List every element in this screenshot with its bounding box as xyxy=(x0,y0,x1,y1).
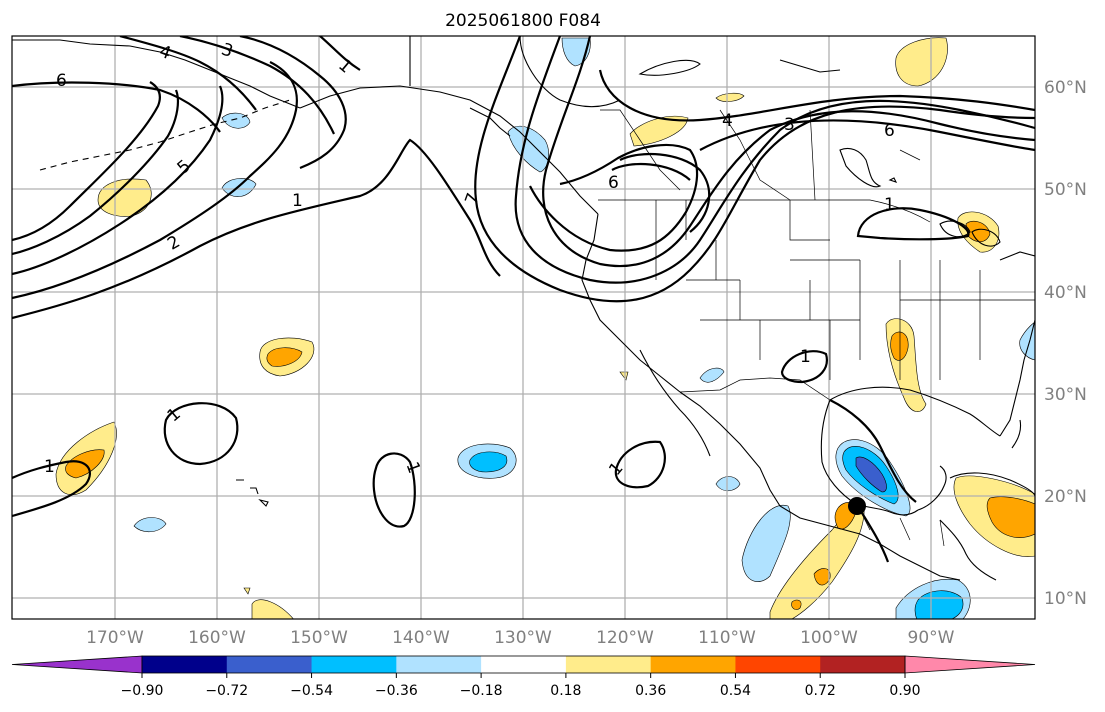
lat-label: 60°N xyxy=(1044,78,1087,98)
coastlines xyxy=(12,36,1035,581)
map-frame xyxy=(11,35,1036,620)
lon-label: 120°W xyxy=(596,628,654,648)
graticule xyxy=(12,36,1035,619)
colorbar-extend-high xyxy=(904,655,1036,674)
lat-label: 50°N xyxy=(1044,180,1087,200)
anomaly-pos2-mexico-b xyxy=(813,568,831,586)
colorbar: −0.90 −0.72 −0.54 −0.36 −0.18 0.18 0.36 0.54 0.7… xyxy=(11,655,1036,699)
contour-label: 4 xyxy=(722,111,733,131)
anomaly-pos-hudson xyxy=(895,37,948,87)
anomaly-pos-tiny-a xyxy=(619,371,629,381)
lon-label: 140°W xyxy=(392,628,450,648)
colorbar-tick-label: −0.90 xyxy=(121,683,164,699)
anomaly-pos-canada-small xyxy=(715,92,745,102)
contour-label: 1 xyxy=(884,195,895,215)
contour-closed-pacific-a xyxy=(163,402,239,466)
colorbar-segment xyxy=(650,656,736,673)
contour-label: 6 xyxy=(884,121,895,141)
lon-label: 170°W xyxy=(86,628,144,648)
anomaly-pos2-caribbean xyxy=(986,496,1035,538)
lon-label: 130°W xyxy=(494,628,552,648)
colorbar-segment xyxy=(396,656,482,673)
map-panel: 6 4 3 1 5 2 1 7 6 4 3 6 1 1 1 1 1 1 xyxy=(12,36,1035,619)
anomaly-neg-hawaii-west xyxy=(133,517,167,533)
anomaly-neg2-central-pac xyxy=(469,451,508,473)
longitude-labels: 170°W 160°W 150°W 140°W 130°W 120°W 110°… xyxy=(86,628,955,648)
colorbar-extend-low xyxy=(11,655,143,674)
contour-closed-great-lakes xyxy=(856,207,970,241)
lon-label: 90°W xyxy=(908,628,955,648)
colorbar-tick-label: −0.72 xyxy=(205,683,248,699)
contour-lines xyxy=(12,36,1035,563)
contour-label: 3 xyxy=(784,115,795,135)
lat-label: 40°N xyxy=(1044,283,1087,303)
anomaly-neg3-gulf xyxy=(855,456,887,493)
contour-closed-pacific-b xyxy=(372,452,416,528)
contour-label: 6 xyxy=(56,71,67,91)
contour-label: 1 xyxy=(44,457,55,477)
anomaly-neg-pacific-mex xyxy=(715,476,741,492)
colorbar-segment xyxy=(565,656,652,673)
latitude-labels: 60°N 50°N 40°N 30°N 20°N 10°N xyxy=(1044,78,1087,609)
anomaly-pos2-great-lakes xyxy=(965,221,991,243)
lon-label: 160°W xyxy=(188,628,246,648)
contour-closed-pacific-c xyxy=(614,440,666,489)
contour-label: 1 xyxy=(800,347,811,367)
contour-label: 1 xyxy=(292,191,303,211)
colorbar-segment xyxy=(226,656,313,673)
anomaly-neg-baja xyxy=(699,367,725,383)
anomaly-pos-hawaii-south xyxy=(251,599,294,619)
colorbar-segment xyxy=(142,656,228,673)
lon-label: 150°W xyxy=(290,628,348,648)
colorbar-segment xyxy=(735,656,821,673)
map-title: 2025061800 F084 xyxy=(445,11,601,31)
colorbar-tick-label: 0.72 xyxy=(805,683,836,699)
anomaly-neg-atlantic xyxy=(1019,321,1035,361)
anomaly-pos2-mississippi xyxy=(890,331,909,361)
anomaly-pos-tiny-b xyxy=(243,587,251,595)
colorbar-tick-label: 0.18 xyxy=(550,683,581,699)
lon-label: 100°W xyxy=(800,628,858,648)
colorbar-tick-label: −0.54 xyxy=(290,683,333,699)
colorbar-tick-label: 0.36 xyxy=(635,683,666,699)
lon-label: 110°W xyxy=(698,628,756,648)
colorbar-segment xyxy=(481,656,567,673)
colorbar-tick-label: 0.54 xyxy=(720,683,751,699)
anomaly-neg-east-pac-a xyxy=(741,504,791,582)
political-borders xyxy=(409,36,1035,547)
lat-label: 30°N xyxy=(1044,385,1087,405)
anomaly-pos2-pacific-mid xyxy=(266,347,303,367)
colorbar-frame xyxy=(141,655,906,674)
colorbar-tick-label: −0.18 xyxy=(460,683,503,699)
lat-label: 10°N xyxy=(1044,589,1087,609)
colorbar-segment xyxy=(311,656,397,673)
colorbar-tick-label: 0.90 xyxy=(889,683,920,699)
location-marker xyxy=(848,497,866,515)
colorbar-segment xyxy=(820,656,906,673)
lat-label: 20°N xyxy=(1044,487,1087,507)
contour-label: 6 xyxy=(608,173,619,193)
contour-closed-sw-us xyxy=(780,350,828,384)
colorbar-tick-label: −0.36 xyxy=(375,683,418,699)
anomaly-pos2-mexico-c xyxy=(791,599,802,610)
anomaly-pos-canada xyxy=(629,115,689,147)
